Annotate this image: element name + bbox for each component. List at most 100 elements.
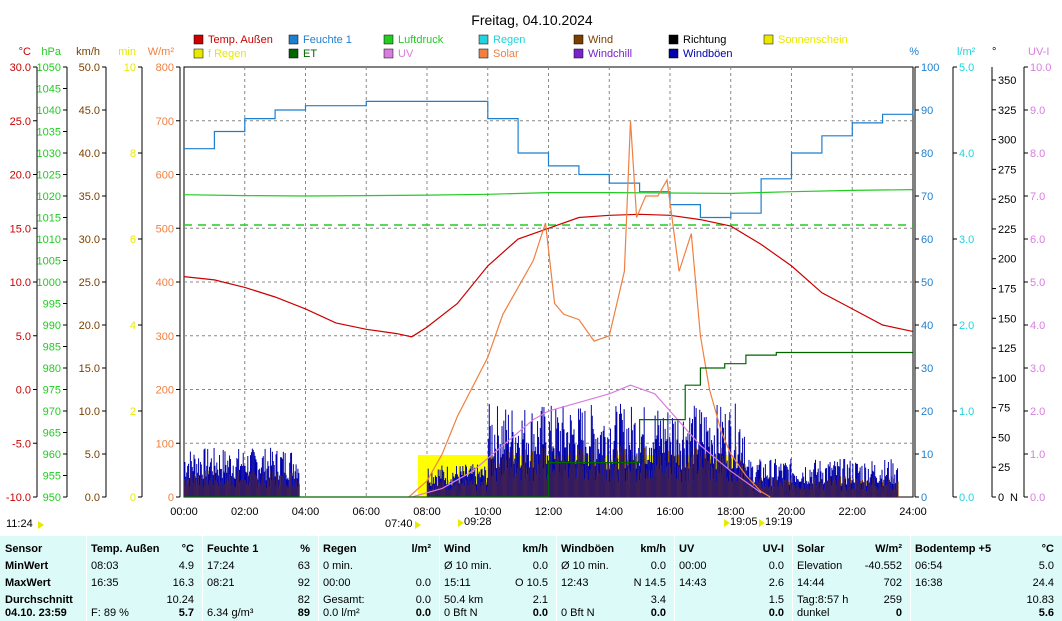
x-tick-label: 16:00 xyxy=(656,506,684,518)
stats-section: Bodentemp +5 °C 06:54 5.0 16:38 24.4 10.83 5.6 xyxy=(910,536,1062,621)
stats-unit: km/h xyxy=(640,543,666,555)
axis-tick-label: 0 xyxy=(130,492,136,504)
row-label-current: 04.10. 23:59 xyxy=(5,607,67,619)
legend-swatch xyxy=(478,48,489,59)
row-label-max: MaxWert xyxy=(5,577,51,589)
axis-tick-label: 5.0 xyxy=(16,331,31,343)
stats-unit: km/h xyxy=(522,543,548,555)
row-label-avg: Durchschnitt xyxy=(5,594,73,606)
stats-cell-value: 63 xyxy=(297,560,310,572)
stats-cell-value: 92 xyxy=(297,577,310,589)
axis-tick-label: 25.0 xyxy=(10,116,31,128)
legend-label: f Regen xyxy=(208,48,247,60)
axis-tick-label: 2.0 xyxy=(1030,406,1045,418)
stats-separator xyxy=(556,536,557,621)
axis-tick-label: 5.0 xyxy=(959,62,974,74)
axis-tick-label: 960 xyxy=(43,449,61,461)
stats-cell-label: 14:43 xyxy=(679,577,707,589)
stats-cell-value: 5.0 xyxy=(1038,560,1054,572)
axis-tick-label: 90 xyxy=(921,105,933,117)
stats-cell-label: 00:00 xyxy=(323,577,351,589)
series-et xyxy=(184,351,913,498)
axis-tick-label: 25 xyxy=(998,462,1010,474)
axis-tick-label: 1050 xyxy=(37,62,61,74)
axis-tick-label: 0.0 xyxy=(85,492,100,504)
x-tick-label: 10:00 xyxy=(474,506,502,518)
axis-tick-label: 200 xyxy=(998,254,1016,266)
stats-separator xyxy=(674,536,675,621)
axis-tick-label: 70 xyxy=(921,191,933,203)
stats-cell-value: N 14.5 xyxy=(633,577,666,589)
stats-section: Feuchte 1% 17:24 63 08:21 92 82 6.34 g/m³ 89 xyxy=(202,536,318,621)
chart-title: Freitag, 04.10.2024 xyxy=(471,12,593,28)
axis-tick-label: 990 xyxy=(43,320,61,332)
stats-cell-value: 2.6 xyxy=(768,577,784,589)
stats-cell-value: -40.552 xyxy=(864,560,902,572)
axis-tick-label: 15.0 xyxy=(79,363,100,375)
legend-swatch xyxy=(573,34,584,45)
axis-unit: W/m² xyxy=(148,46,175,58)
axis-tick-label: 40 xyxy=(921,320,933,332)
stats-cell-value: 702 xyxy=(883,577,902,589)
stats-title: Regen xyxy=(323,543,357,555)
axis-tick-label: 80 xyxy=(921,148,933,160)
stats-cell-value: 0 xyxy=(895,607,902,619)
legend-swatch xyxy=(573,48,584,59)
axis-tick-label: 350 xyxy=(998,75,1016,87)
axis-tick-label: 20.0 xyxy=(79,320,100,332)
x-tick-label: 06:00 xyxy=(352,506,380,518)
axis-tick-label: 0.0 xyxy=(959,492,974,504)
axis-unit: km/h xyxy=(76,46,100,58)
axis-tick-label: 250 xyxy=(998,194,1016,206)
time-mark-arrow xyxy=(38,521,44,529)
stats-section: Windböen km/h Ø 10 min. 0.0 12:43 N 14.5 3.4 0 … xyxy=(556,536,674,621)
axis-unit: hPa xyxy=(41,46,61,58)
legend-swatch xyxy=(668,48,679,59)
time-mark: 19:19 xyxy=(765,516,793,528)
axis-unit: °C xyxy=(19,46,31,58)
x-tick-label: 14:00 xyxy=(595,506,623,518)
stats-unit: °C xyxy=(181,543,194,555)
axis-tick-label: 1020 xyxy=(37,191,61,203)
x-tick-label: 24:00 xyxy=(899,506,927,518)
axis-tick-label: 25.0 xyxy=(79,277,100,289)
stats-cell-label: 15:11 xyxy=(444,577,471,589)
axis-tick-label: 4 xyxy=(130,320,136,332)
legend: Temp. Außen Feuchte 1 Luftdruck Regen Wind Ri… xyxy=(193,34,848,60)
stats-cell-value: 24.4 xyxy=(1032,577,1054,589)
stats-cell-label: 00:00 xyxy=(679,560,707,572)
axis-tick-label: 4.0 xyxy=(959,148,974,160)
stats-panel: Sensor MinWert MaxWert Durchschnitt 04.1… xyxy=(0,536,1062,621)
axis-tick-label: 1010 xyxy=(37,234,61,246)
stats-section: UV UV-I 00:00 0.0 14:43 2.6 1.5 0.0 xyxy=(674,536,792,621)
axis-tick-label: 1.0 xyxy=(1030,449,1045,461)
axes: °C30.025.020.015.010.05.00.0-5.0-10.0hPa… xyxy=(6,46,1052,504)
legend-swatch xyxy=(668,34,679,45)
series-uv xyxy=(411,384,762,498)
x-tick-label: 20:00 xyxy=(778,506,806,518)
axis-unit: l/m² xyxy=(957,46,976,58)
axis-tick-label: 100 xyxy=(156,438,174,450)
axis-tick-label: 15.0 xyxy=(10,223,31,235)
axis-tick-label: 1030 xyxy=(37,148,61,160)
axis-tick-label: 35.0 xyxy=(79,191,100,203)
stats-cell-value: 3.4 xyxy=(650,594,666,606)
stats-cell-value: 0.0 xyxy=(532,607,548,619)
time-mark-arrow xyxy=(458,519,464,527)
axis-tick-label: 0 xyxy=(998,492,1004,504)
stats-separator xyxy=(86,536,87,621)
axis-tick-label: 975 xyxy=(43,385,61,397)
legend-swatch xyxy=(383,34,394,45)
x-tick-label: 04:00 xyxy=(292,506,320,518)
stats-cell-label: 6.34 g/m³ xyxy=(207,607,254,619)
row-label-min: MinWert xyxy=(5,560,49,572)
axis-tick-label: 275 xyxy=(998,164,1016,176)
axis-tick-label: 800 xyxy=(156,62,174,74)
stats-title: UV xyxy=(679,543,695,555)
axis-tick-label: 2 xyxy=(130,406,136,418)
axis-tick-label: -10.0 xyxy=(6,492,31,504)
axis-tick-label: 10.0 xyxy=(79,406,100,418)
axis-tick-label: 1045 xyxy=(37,84,61,96)
stats-separator xyxy=(792,536,793,621)
stats-section: Wind km/h Ø 10 min. 0.0 15:11 O 10.5 50.4 km 2.… xyxy=(439,536,556,621)
